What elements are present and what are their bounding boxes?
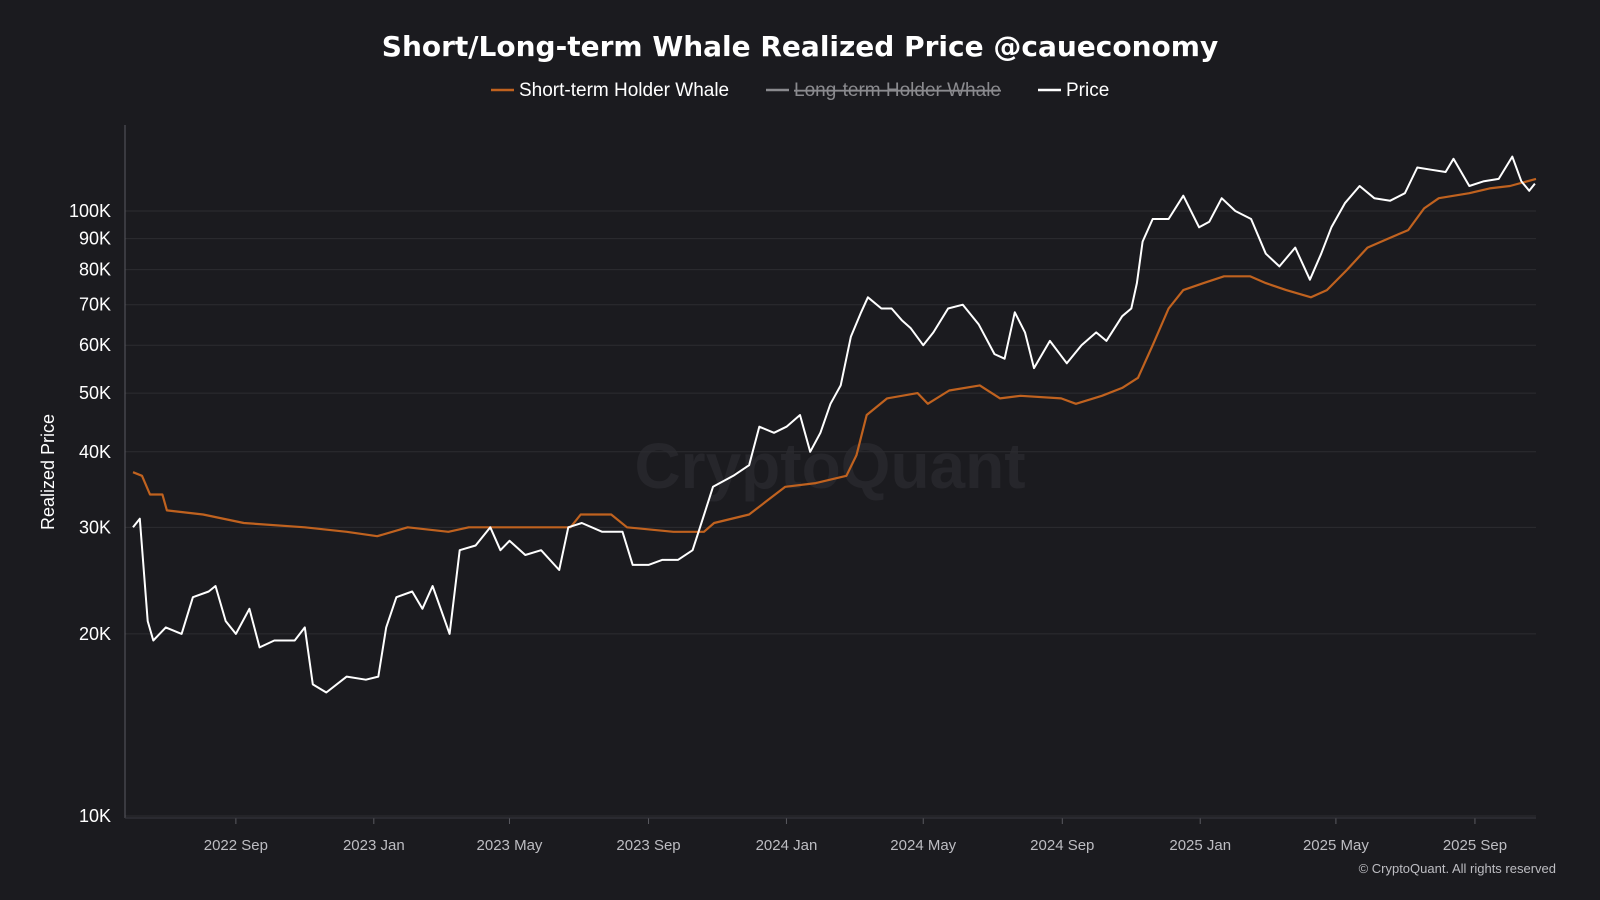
y-tick-label: 30K (79, 517, 111, 537)
x-tick-label: 2023 Jan (343, 837, 405, 854)
y-tick-label: 60K (79, 335, 111, 355)
copyright: © CryptoQuant. All rights reserved (1359, 861, 1556, 876)
y-tick-label: 90K (79, 229, 111, 249)
legend-item-short-term[interactable]: Short-term Holder Whale (491, 80, 729, 101)
x-tick-label: 2023 Sep (616, 837, 680, 854)
y-tick-label: 100K (69, 201, 111, 221)
x-tick-label: 2024 Jan (756, 837, 818, 854)
legend-item-long-term[interactable]: Long-term Holder Whale (766, 80, 1001, 101)
series-layer (132, 155, 1537, 694)
legend: Short-term Holder Whale Long-term Holder… (491, 80, 1109, 101)
y-tick-label: 10K (79, 806, 111, 826)
x-tick-label: 2023 May (477, 837, 543, 854)
legend-item-price[interactable]: Price (1038, 80, 1109, 101)
legend-label: Long-term Holder Whale (794, 80, 1001, 101)
y-tick-label: 50K (79, 383, 111, 403)
x-tick-label: 2025 Jan (1169, 837, 1231, 854)
x-tick-label: 2022 Sep (204, 837, 268, 854)
series-line-price (132, 155, 1536, 694)
chart-title: Short/Long-term Whale Realized Price @ca… (382, 30, 1218, 63)
x-tick-label: 2025 Sep (1443, 837, 1507, 854)
y-tick-label: 80K (79, 260, 111, 280)
y-tick-label: 70K (79, 295, 111, 315)
watermark: CryptoQuant (634, 430, 1025, 502)
y-tick-label: 40K (79, 442, 111, 462)
x-tick-label: 2025 May (1303, 837, 1369, 854)
x-axis-ticks: 2022 Sep 2023 Jan 2023 May 2023 Sep 2024 Jan… (204, 818, 1507, 854)
y-axis-ticks: 10K 20K 30K 40K 50K 60K 70K 80K 90K 100K (69, 201, 111, 826)
legend-label: Short-term Holder Whale (519, 80, 729, 101)
y-tick-label: 20K (79, 624, 111, 644)
grid (125, 210, 1536, 817)
series-line-short-term-holder-whale (132, 177, 1537, 538)
legend-label: Price (1066, 80, 1109, 101)
y-axis-label: Realized Price (38, 414, 58, 530)
x-tick-label: 2024 Sep (1030, 837, 1094, 854)
x-tick-label: 2024 May (890, 837, 956, 854)
